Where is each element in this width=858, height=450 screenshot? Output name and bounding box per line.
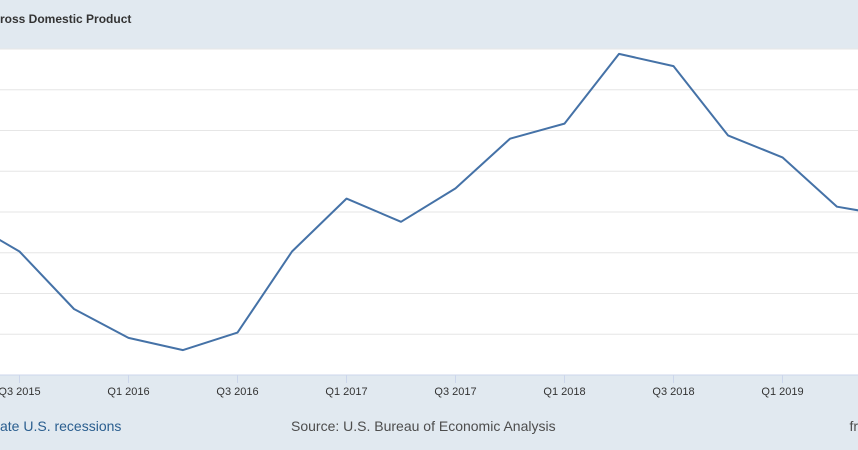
series-line (0, 52, 858, 352)
recessions-link[interactable]: ate U.S. recessions (0, 418, 122, 434)
chart-title: ross Domestic Product (0, 12, 132, 26)
fred-link[interactable]: fr (849, 418, 858, 434)
source-text: Source: U.S. Bureau of Economic Analysis (291, 418, 556, 434)
x-tick-label: Q1 2016 (107, 386, 149, 398)
x-tick-label: Q1 2018 (543, 386, 585, 398)
x-tick-label: Q3 2015 (0, 386, 41, 398)
x-tick-label: Q3 2018 (652, 386, 694, 398)
x-tick-label: Q3 2016 (216, 386, 258, 398)
x-tick-label: Q3 2017 (434, 386, 476, 398)
x-tick-label: Q1 2019 (761, 386, 803, 398)
x-tick-label: Q1 2017 (325, 386, 367, 398)
